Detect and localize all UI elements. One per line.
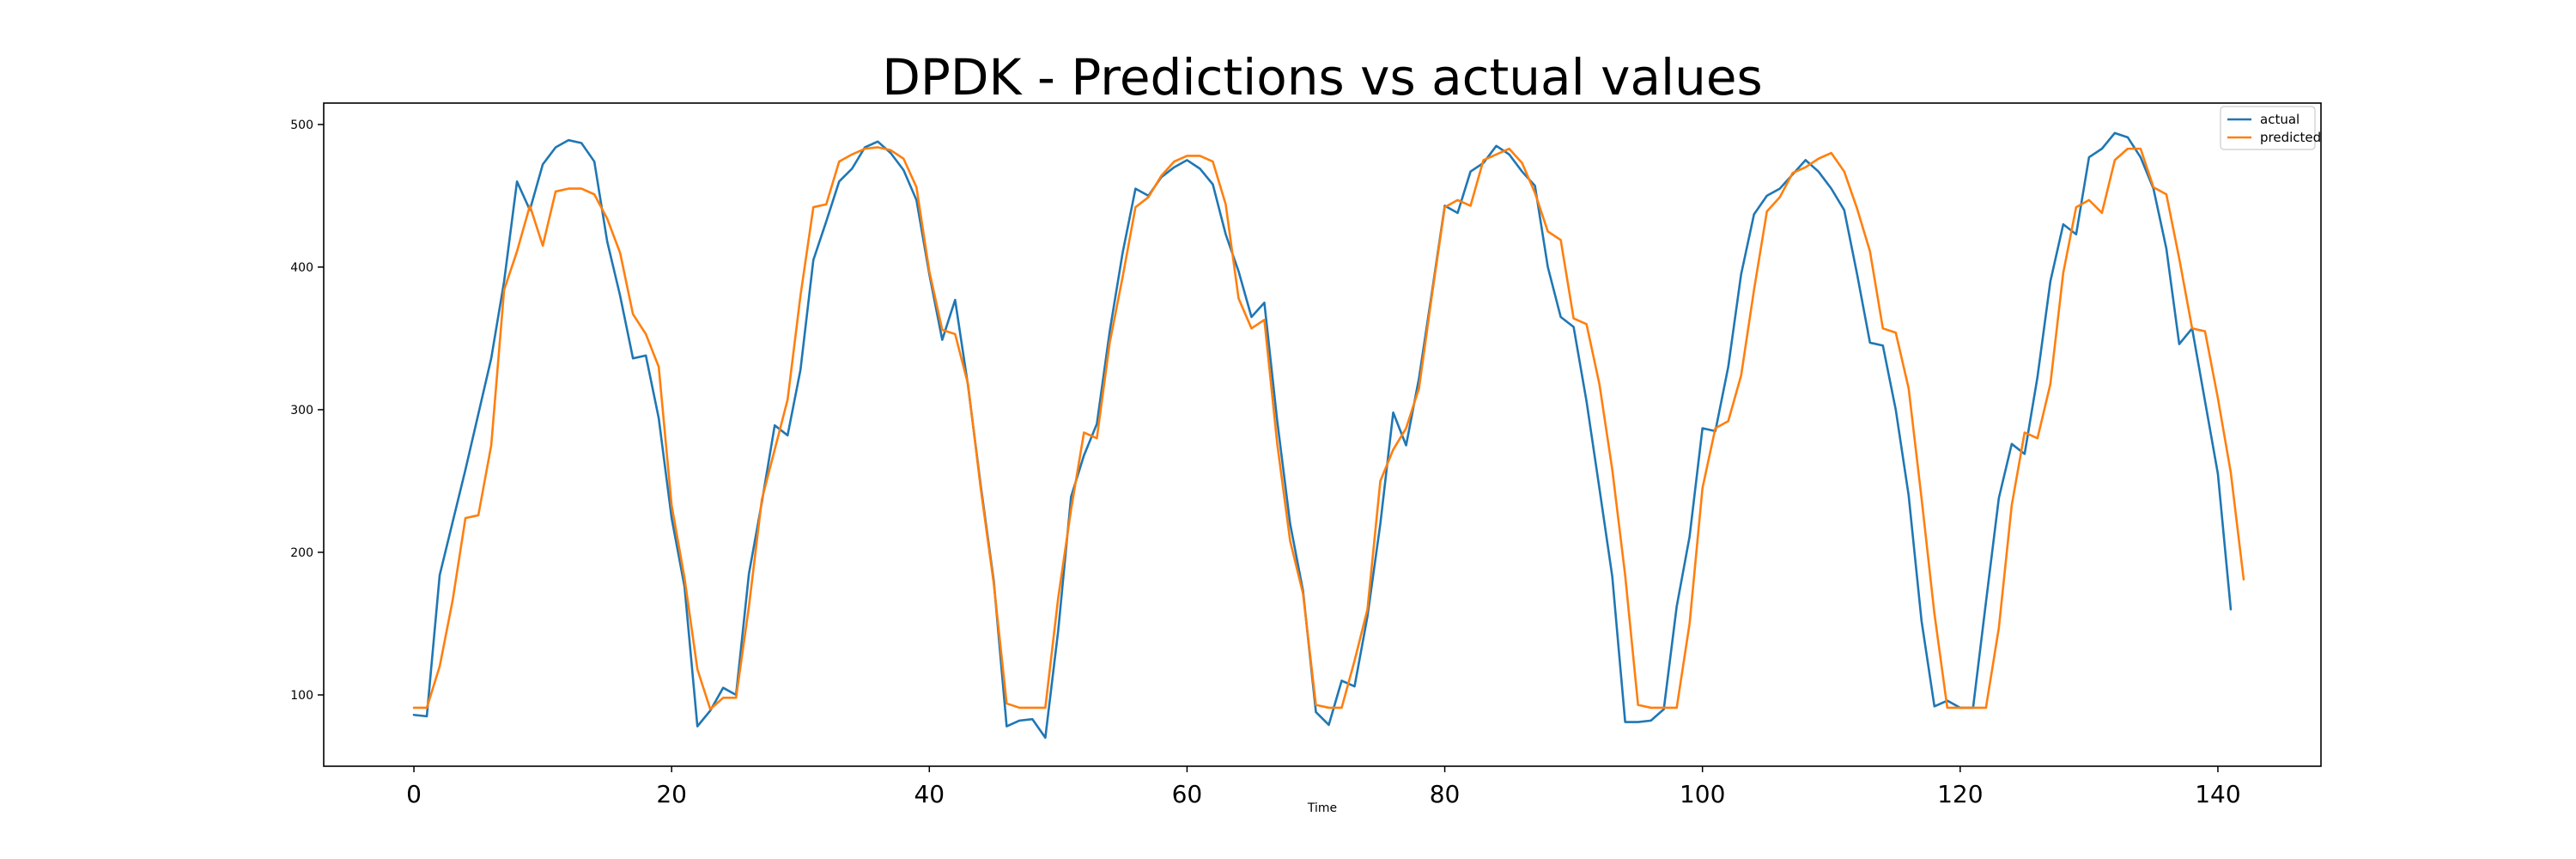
series-line-predicted [412,146,2245,710]
x-axis: 0 20 40 60 80 100 120 140 [406,766,2241,808]
legend-box [2220,106,2316,150]
series-line-actual [412,131,2233,740]
y-tick-label: 500 [290,119,313,132]
x-tick-label: 20 [656,780,687,808]
x-tick-label: 100 [1680,780,1725,808]
legend-label-predicted: predicted [2260,130,2321,145]
x-axis-label: Time [1307,801,1337,815]
legend: actual predicted [2220,106,2321,150]
y-tick-label: 200 [290,546,313,560]
chart-title: DPDK - Predictions vs actual values [882,48,1763,107]
x-tick-label: 60 [1172,780,1203,808]
series-layer [412,131,2245,740]
plot-area [323,102,2322,767]
legend-label-actual: actual [2260,112,2300,127]
y-axis: 100 200 300 400 500 [290,119,324,703]
y-tick-label: 400 [290,261,313,275]
x-tick-label: 40 [914,780,945,808]
x-tick-label: 140 [2195,780,2240,808]
x-tick-label: 80 [1430,780,1461,808]
x-tick-label: 0 [406,780,422,808]
x-tick-label: 120 [1937,780,1983,808]
y-tick-label: 300 [290,404,313,417]
y-tick-label: 100 [290,689,313,703]
